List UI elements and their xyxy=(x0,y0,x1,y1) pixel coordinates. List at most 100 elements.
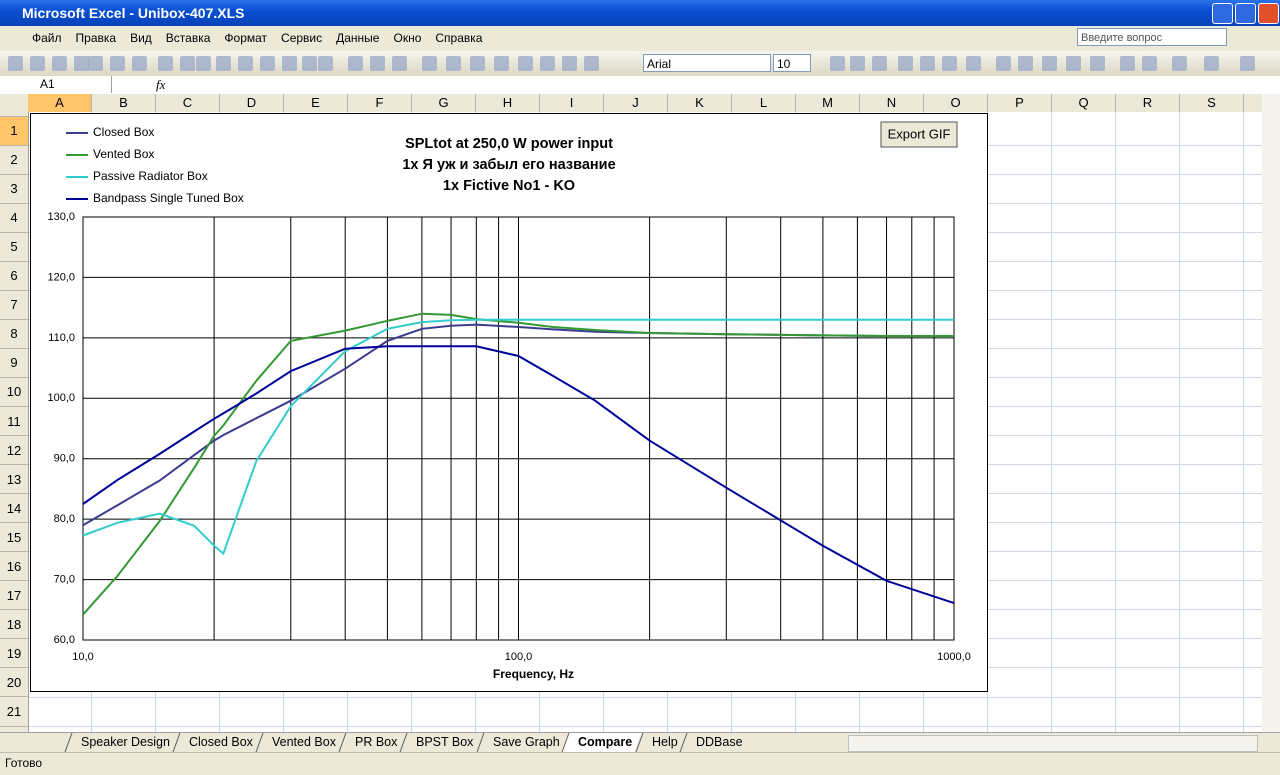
row-header[interactable]: 15 xyxy=(0,523,28,553)
toolbar-icon[interactable] xyxy=(1120,56,1135,71)
horizontal-scrollbar[interactable] xyxy=(848,735,1258,752)
menu-item[interactable]: Вид xyxy=(130,31,152,45)
menu-item[interactable]: Данные xyxy=(336,31,380,45)
menu-item[interactable]: Окно xyxy=(393,31,422,45)
row-header[interactable]: 3 xyxy=(0,175,28,204)
toolbar-icon[interactable] xyxy=(1018,56,1033,71)
toolbar-icon[interactable] xyxy=(158,56,173,71)
row-header[interactable]: 5 xyxy=(0,233,28,262)
menu-item[interactable]: Вставка xyxy=(165,31,211,45)
row-header[interactable]: 9 xyxy=(0,349,28,378)
row-header[interactable]: 13 xyxy=(0,465,28,495)
sheet-tab[interactable]: Closed Box xyxy=(172,733,263,752)
sheet-tab[interactable]: Help xyxy=(635,733,687,752)
toolbar-icon[interactable] xyxy=(1042,56,1057,71)
toolbar-icon[interactable] xyxy=(302,56,317,71)
sheet-tab[interactable]: Compare xyxy=(561,733,643,752)
toolbar-icon[interactable] xyxy=(898,56,913,71)
toolbar-icon[interactable] xyxy=(52,56,67,71)
export-button[interactable] xyxy=(880,121,958,148)
toolbar-icon[interactable] xyxy=(872,56,887,71)
row-header[interactable]: 17 xyxy=(0,581,28,611)
menu-item[interactable]: Формат xyxy=(224,31,268,45)
toolbar-icon[interactable] xyxy=(494,56,509,71)
toolbar-icon[interactable] xyxy=(470,56,485,71)
toolbar-icon[interactable] xyxy=(1172,56,1187,71)
row-header[interactable]: 18 xyxy=(0,610,28,640)
fx-icon[interactable]: fx xyxy=(156,77,166,92)
restore-button[interactable] xyxy=(1235,3,1256,24)
column-header[interactable]: O xyxy=(924,94,988,112)
vertical-scrollbar[interactable] xyxy=(1262,94,1280,732)
toolbar-icon[interactable] xyxy=(996,56,1011,71)
minimize-button[interactable] xyxy=(1212,3,1233,24)
toolbar-icon[interactable] xyxy=(282,56,297,71)
toolbar-icon[interactable] xyxy=(1204,56,1219,71)
row-header[interactable]: 20 xyxy=(0,668,28,698)
column-header[interactable]: E xyxy=(284,94,348,112)
column-header[interactable]: R xyxy=(1116,94,1180,112)
column-header[interactable]: I xyxy=(540,94,604,112)
column-header[interactable]: L xyxy=(732,94,796,112)
sheet-tab[interactable]: Speaker Design xyxy=(64,733,180,752)
sheet-tab[interactable]: Vented Box xyxy=(255,733,346,752)
toolbar-icon[interactable] xyxy=(422,56,437,71)
column-header[interactable]: M xyxy=(796,94,860,112)
name-box[interactable]: A1 xyxy=(2,76,112,93)
menu-item[interactable]: Справка xyxy=(435,31,483,45)
row-header[interactable]: 2 xyxy=(0,146,28,175)
toolbar-icon[interactable] xyxy=(540,56,555,71)
row-header[interactable]: 1 xyxy=(0,116,28,146)
menu-item[interactable]: Правка xyxy=(75,31,117,45)
row-header[interactable]: 7 xyxy=(0,291,28,320)
toolbar-icon[interactable] xyxy=(562,56,577,71)
export-button-label[interactable]: Export GIF xyxy=(888,126,951,141)
toolbar-icon[interactable] xyxy=(238,56,253,71)
toolbar-icon[interactable] xyxy=(318,56,333,71)
column-header[interactable]: G xyxy=(412,94,476,112)
size-combo[interactable]: 10 xyxy=(773,54,811,72)
toolbar-icon[interactable] xyxy=(830,56,845,71)
row-header[interactable]: 10 xyxy=(0,378,28,407)
sheet-tab[interactable]: PR Box xyxy=(338,733,407,752)
sheet-tab[interactable]: BPST Box xyxy=(399,733,484,752)
row-header[interactable]: 4 xyxy=(0,204,28,233)
toolbar-icon[interactable] xyxy=(196,56,211,71)
row-header[interactable]: 16 xyxy=(0,552,28,582)
toolbar-icon[interactable] xyxy=(216,56,231,71)
column-header[interactable]: D xyxy=(220,94,284,112)
toolbar-icon[interactable] xyxy=(392,56,407,71)
row-header[interactable]: 19 xyxy=(0,639,28,669)
toolbar-icon[interactable] xyxy=(1066,56,1081,71)
toolbar-icon[interactable] xyxy=(110,56,125,71)
toolbar-icon[interactable] xyxy=(584,56,599,71)
column-header[interactable]: A xyxy=(28,94,92,112)
column-header[interactable]: Q xyxy=(1052,94,1116,112)
column-header[interactable]: S xyxy=(1180,94,1244,112)
column-header[interactable]: H xyxy=(476,94,540,112)
toolbar-icon[interactable] xyxy=(74,56,89,71)
row-header[interactable]: 6 xyxy=(0,262,28,291)
toolbar-icon[interactable] xyxy=(348,56,363,71)
row-header[interactable]: 12 xyxy=(0,436,28,466)
toolbar-icon[interactable] xyxy=(8,56,23,71)
toolbar-icon[interactable] xyxy=(1142,56,1157,71)
row-header[interactable]: 11 xyxy=(0,407,28,437)
toolbar-icon[interactable] xyxy=(260,56,275,71)
toolbar-icon[interactable] xyxy=(966,56,981,71)
menu-item[interactable]: Сервис xyxy=(281,31,323,45)
font-combo[interactable]: Arial xyxy=(643,54,771,72)
help-box[interactable]: Введите вопрос xyxy=(1077,28,1227,46)
column-header[interactable]: F xyxy=(348,94,412,112)
toolbar-icon[interactable] xyxy=(132,56,147,71)
toolbar-icon[interactable] xyxy=(920,56,935,71)
row-header[interactable]: 21 xyxy=(0,698,28,727)
toolbar-icon[interactable] xyxy=(30,56,45,71)
column-header[interactable]: K xyxy=(668,94,732,112)
column-header[interactable]: N xyxy=(860,94,924,112)
toolbar-icon[interactable] xyxy=(446,56,461,71)
toolbar-icon[interactable] xyxy=(1090,56,1105,71)
column-header[interactable]: B xyxy=(92,94,156,112)
close-button[interactable] xyxy=(1258,3,1279,24)
column-header[interactable]: J xyxy=(604,94,668,112)
